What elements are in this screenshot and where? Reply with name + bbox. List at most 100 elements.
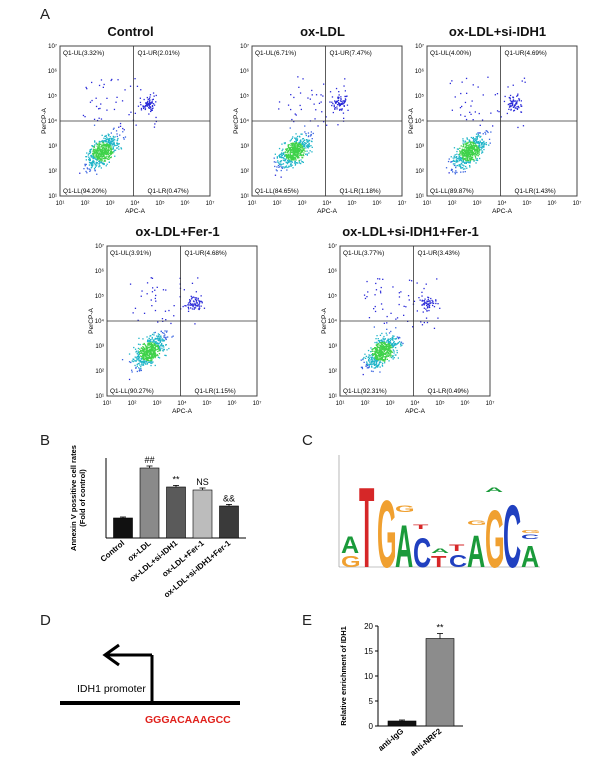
x-tick: 10² [128, 401, 137, 407]
bar [113, 517, 133, 539]
quadrant-ul: Q1-UL(4.00%) [430, 50, 471, 57]
flow-plot-title: ox-LDL+si-IDH1 [448, 24, 547, 39]
x-tick: 10⁵ [347, 200, 357, 207]
y-tick: 10⁴ [95, 318, 105, 325]
y-tick: 10³ [48, 144, 57, 150]
y-tick-label: 0 [369, 722, 374, 731]
bar [192, 489, 213, 539]
x-tick: 10⁴ [130, 200, 140, 207]
x-tick: 10¹ [248, 201, 257, 207]
x-tick: 10⁴ [177, 400, 187, 407]
y-axis-label: PerCP-A [88, 308, 95, 334]
x-tick: 10³ [386, 401, 395, 407]
y-axis-label: Relative enrichment of IDH1 [339, 626, 348, 726]
quadrant-ll: Q1-LL(90.27%) [110, 388, 154, 395]
y-tick: 10⁵ [328, 293, 338, 300]
significance-label: ** [436, 623, 444, 633]
quadrant-ul: Q1-UL(3.32%) [63, 50, 104, 57]
category-label: anti-NRF2 [409, 726, 444, 758]
motif-letter: T [359, 463, 374, 585]
flow-plot: ox-LDL+si-IDH1 Q1-UL(4.00%) Q1-UR(4.69%) Q1… [405, 24, 590, 228]
x-tick: 10¹ [103, 401, 112, 407]
significance-label: NS [196, 477, 209, 487]
y-tick: 10³ [240, 144, 249, 150]
y-tick: 10² [415, 169, 424, 175]
bar [166, 486, 186, 539]
motif-letter: C [413, 531, 431, 577]
x-tick: 10⁷ [573, 200, 582, 207]
x-tick: 10³ [153, 401, 162, 407]
bar [219, 505, 239, 539]
y-axis-label: PerCP-A [233, 108, 240, 134]
significance-label: ** [172, 474, 180, 484]
x-tick: 10⁵ [435, 400, 445, 407]
x-tick: 10⁴ [322, 200, 332, 207]
category-label: anti-IgG [376, 727, 405, 753]
motif-letter: G [395, 504, 415, 514]
quadrant-ll: Q1-LL(84.65%) [255, 188, 299, 195]
y-axis-label: PerCP-A [321, 308, 328, 334]
significance-label: ## [144, 455, 154, 465]
motif-letter: T [431, 554, 447, 571]
scatter-points [360, 278, 441, 376]
motif-letter: A [485, 486, 503, 493]
x-tick: 10⁶ [547, 200, 557, 207]
motif-letter: A [431, 547, 449, 554]
flow-plot: ox-LDL Q1-UL(6.71%) Q1-UR(7.47%) Q1-LL(84.6… [230, 24, 415, 228]
x-tick: 10⁶ [460, 400, 470, 407]
y-tick: 10³ [95, 344, 104, 350]
scatter-points [121, 277, 206, 381]
flow-scatter: Q1-UL(3.77%) Q1-UR(3.43%) Q1-LL(92.31%) Q1-… [321, 243, 494, 415]
x-tick: 10⁷ [398, 200, 407, 207]
quadrant-lr: Q1-LR(1.18%) [340, 188, 381, 195]
flow-scatter: Q1-UL(6.71%) Q1-UR(7.47%) Q1-LL(84.65%) Q1-… [233, 43, 407, 215]
quadrant-lr: Q1-LR(0.49%) [428, 388, 469, 395]
quadrant-ll: Q1-LL(92.31%) [343, 388, 387, 395]
motif-letter: A [467, 526, 485, 577]
x-tick: 10² [81, 201, 90, 207]
panel-letter-a: A [40, 6, 51, 23]
motif-letter: G [467, 519, 487, 526]
x-tick: 10¹ [336, 401, 345, 407]
flow-plot-title: ox-LDL+Fer-1 [135, 224, 220, 239]
x-tick: 10³ [106, 201, 115, 207]
panel-letter-d: D [40, 612, 51, 629]
quadrant-ul: Q1-UL(3.77%) [343, 250, 384, 257]
y-tick: 10⁵ [240, 93, 250, 100]
y-tick: 10⁴ [328, 318, 338, 325]
significance-label: && [223, 493, 235, 503]
scatter-points [79, 78, 157, 175]
chip-enrichment-chart: 0 5 10 15 20 anti-IgG ** anti-NRF2 Relative enri… [339, 622, 463, 758]
bar [387, 720, 417, 727]
motif-letter: C [449, 551, 468, 571]
y-tick: 10⁶ [48, 68, 58, 75]
quadrant-ur: Q1-UR(2.01%) [138, 50, 180, 57]
panel-letter-b: B [40, 432, 51, 449]
quadrant-ul: Q1-UL(6.71%) [255, 50, 296, 57]
y-axis-label: Annexin V possitive cell rates(Fold of c… [69, 445, 87, 551]
y-tick: 10⁷ [240, 43, 249, 50]
arrow-head-icon [102, 643, 120, 667]
y-tick: 10⁵ [48, 93, 58, 100]
category-label: Control [99, 539, 127, 564]
x-axis-label: APC-A [317, 208, 338, 215]
promoter-diagram: IDH1 promoter GGGACAAAGCC [60, 643, 240, 726]
x-tick: 10¹ [423, 201, 432, 207]
x-tick: 10³ [473, 201, 482, 207]
promoter-label: IDH1 promoter [77, 683, 146, 695]
y-tick: 10⁷ [48, 43, 57, 50]
x-tick: 10⁷ [253, 400, 262, 407]
scatter-points [445, 76, 526, 175]
y-tick: 10⁴ [48, 118, 58, 125]
motif-letter: A [521, 540, 539, 574]
y-tick: 10¹ [328, 394, 337, 400]
quadrant-ll: Q1-LL(89.87%) [430, 188, 474, 195]
x-tick: 10⁶ [372, 200, 382, 207]
x-tick: 10¹ [56, 201, 65, 207]
y-tick: 10² [95, 369, 104, 375]
y-tick: 10⁵ [95, 293, 105, 300]
y-tick: 10¹ [95, 394, 104, 400]
x-tick: 10⁷ [206, 200, 215, 207]
x-tick: 10⁵ [202, 400, 212, 407]
